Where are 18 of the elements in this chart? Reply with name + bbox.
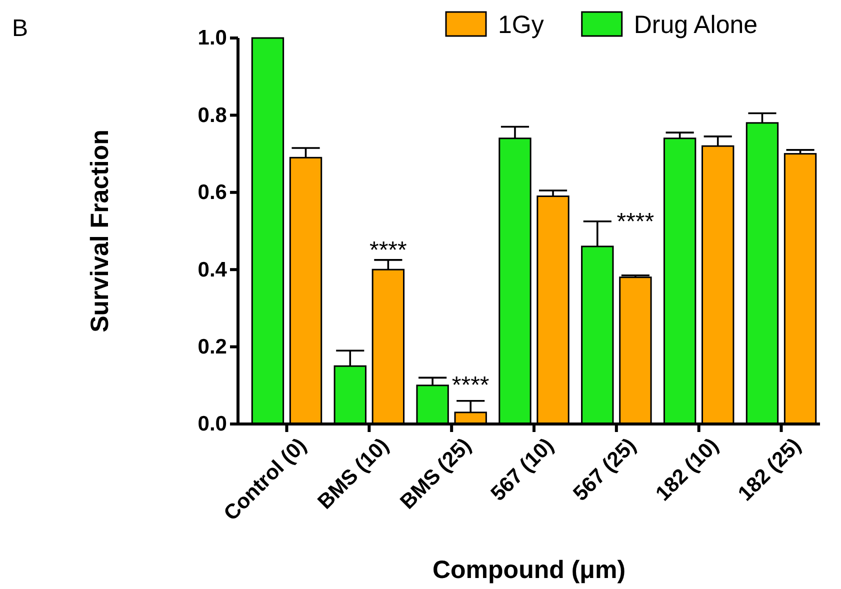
x-tick-label: 182 (25) xyxy=(734,434,806,506)
annotation: **** xyxy=(370,236,407,264)
x-tick-label: 182 (10) xyxy=(651,434,724,506)
y-tick-label: 1.0 xyxy=(198,26,227,50)
legend-label: Drug Alone xyxy=(634,11,758,39)
text: B xyxy=(12,15,28,42)
y-tick-label: 0.0 xyxy=(198,412,227,436)
x-tick-label: 567 (10) xyxy=(486,434,558,506)
x-axis-title: Compound (μm) xyxy=(432,556,626,584)
annotation: **** xyxy=(452,372,490,399)
y-tick-label: 0.4 xyxy=(198,258,228,282)
y-tick-label: 0.8 xyxy=(198,104,228,127)
x-tick-label: 567 (25) xyxy=(569,434,641,506)
y-axis-title: Survival Fraction xyxy=(86,130,114,332)
y-tick-label: 0.2 xyxy=(198,336,227,359)
y-tick-label: 0.6 xyxy=(198,181,227,204)
legend-label: 1Gy xyxy=(498,11,544,39)
annotation: **** xyxy=(616,208,654,236)
